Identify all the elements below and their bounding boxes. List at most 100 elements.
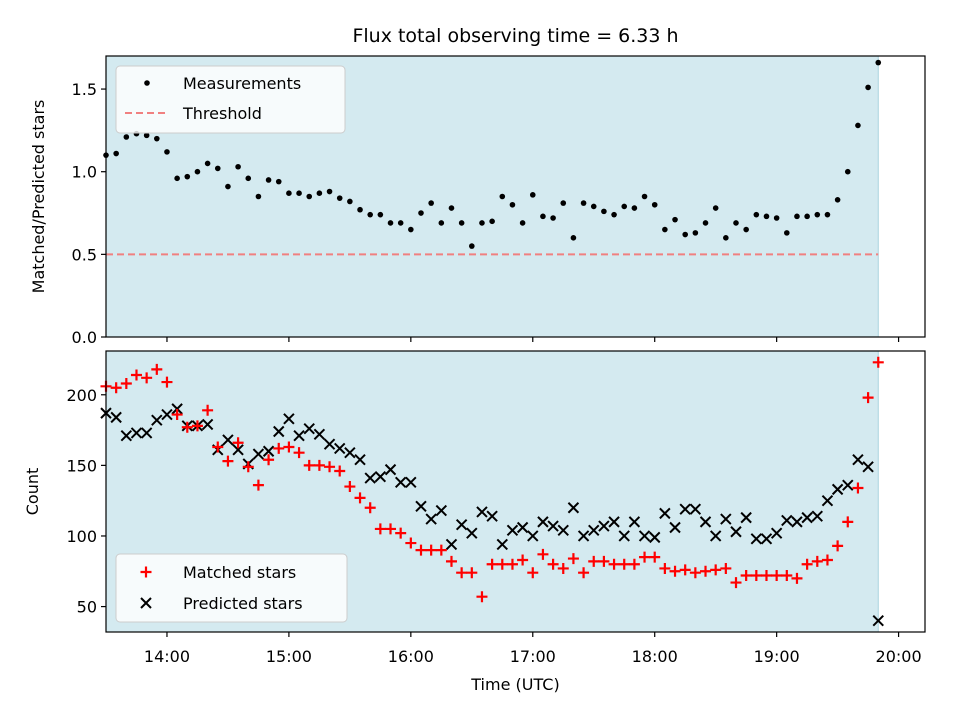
- measurement-point: [347, 198, 353, 205]
- measurement-point: [621, 203, 628, 210]
- legend-measurements-label: Measurements: [183, 74, 301, 93]
- predicted-stars-point: [334, 442, 346, 455]
- matched-stars-point: [476, 591, 488, 603]
- matched-stars-point: [283, 441, 295, 453]
- predicted-stars-point: [222, 434, 234, 446]
- matched-stars-point: [110, 382, 122, 394]
- matched-stars-point: [171, 409, 183, 421]
- measurement-point: [164, 149, 170, 155]
- matched-stars-point: [832, 540, 844, 552]
- x-axis-label: Time (UTC): [470, 675, 559, 694]
- predicted-stars-point: [577, 530, 590, 542]
- predicted-stars-point: [638, 530, 651, 542]
- predicted-stars-point: [669, 521, 681, 534]
- measurement-point: [712, 205, 719, 211]
- predicted-stars-point: [455, 518, 468, 531]
- top-legend: Measurements Threshold: [115, 65, 346, 134]
- predicted-stars-point: [679, 503, 691, 515]
- predicted-stars-point: [486, 510, 498, 522]
- predicted-stars-point: [161, 408, 173, 421]
- predicted-stars-point: [201, 418, 214, 431]
- measurement-point: [113, 150, 119, 157]
- matched-stars-point: [506, 558, 518, 570]
- matched-stars-point: [791, 572, 803, 584]
- matched-stars-point: [435, 544, 447, 556]
- bottom-y-axis-label: Count: [23, 468, 42, 516]
- measurement-point: [784, 230, 790, 236]
- measurement-point: [448, 205, 455, 211]
- predicted-stars-point: [476, 506, 488, 518]
- predicted-stars-point: [344, 446, 356, 459]
- measurement-point: [702, 220, 709, 226]
- matched-stars-point: [842, 516, 854, 528]
- predicted-stars-point: [171, 403, 183, 415]
- predicted-stars-point: [740, 511, 752, 524]
- matched-stars-point: [252, 479, 264, 491]
- legend-threshold-label: Threshold: [182, 104, 262, 123]
- measurement-point: [834, 197, 841, 203]
- measurement-point: [306, 193, 313, 200]
- measurement-point: [550, 215, 556, 221]
- bottom-y-tick-label: 200: [66, 386, 97, 405]
- predicted-stars-point: [649, 531, 661, 544]
- matched-stars-point: [852, 482, 864, 494]
- predicted-stars-point: [852, 454, 864, 466]
- x-tick-label: 20:00: [876, 647, 922, 666]
- predicted-stars-point: [506, 524, 519, 537]
- predicted-stars-point: [283, 413, 295, 425]
- measurement-point: [733, 220, 739, 226]
- matched-stars-point: [334, 465, 346, 477]
- predicted-stars-point: [770, 527, 783, 539]
- top-y-tick-label: 0.0: [72, 328, 97, 347]
- measurement-point: [123, 134, 130, 140]
- predicted-stars-point: [588, 524, 600, 537]
- legend-predicted-symbol: [140, 597, 152, 609]
- predicted-stars-point: [618, 530, 630, 542]
- measurement-point: [367, 211, 373, 218]
- matched-stars-point: [293, 447, 305, 459]
- predicted-stars-point: [689, 503, 702, 515]
- matched-stars-point: [639, 551, 651, 563]
- predicted-stars-point: [709, 530, 722, 542]
- matched-stars-point: [303, 459, 315, 471]
- measurement-point: [408, 226, 414, 233]
- measurement-point: [225, 183, 231, 190]
- measurement-point: [489, 218, 495, 225]
- measurement-point: [286, 190, 292, 196]
- matched-stars-point: [578, 567, 590, 579]
- matched-stars-point: [669, 565, 681, 577]
- matched-stars-point: [222, 455, 234, 467]
- predicted-stars-point: [527, 530, 539, 542]
- matched-stars-point: [537, 548, 549, 560]
- measurement-point: [763, 213, 770, 220]
- top-axes-frame: [105, 55, 926, 338]
- matched-stars-point: [120, 377, 132, 389]
- bottom-x-ticks: 14:00 15:00 16:00 17:00 18:00 19:00 20:00: [144, 632, 922, 666]
- matched-stars-point: [730, 577, 742, 589]
- predicted-stars-point: [720, 513, 732, 525]
- measurement-point: [743, 226, 749, 233]
- matched-stars-point: [445, 555, 457, 567]
- matched-stars-point: [324, 461, 336, 473]
- predicted-stars-point: [425, 513, 437, 525]
- measurement-point: [651, 201, 658, 208]
- measurement-point: [336, 195, 343, 201]
- measurement-point: [692, 230, 699, 236]
- measurement-point: [387, 220, 394, 226]
- measurement-point: [479, 220, 485, 226]
- predicted-stars-point: [760, 533, 773, 545]
- bottom-y-tick-label: 150: [66, 456, 97, 475]
- matched-stars-point: [263, 454, 275, 466]
- measurement-point: [844, 168, 851, 175]
- matched-stars-point: [567, 553, 579, 565]
- matched-stars-point: [202, 404, 214, 416]
- matched-stars-point: [608, 558, 620, 570]
- matched-stars-point: [466, 567, 478, 579]
- matched-stars-point: [700, 565, 712, 577]
- predicted-stars-point: [547, 520, 559, 532]
- legend-matched-symbol: [140, 566, 152, 578]
- legend-matched-label: Matched stars: [183, 563, 296, 582]
- measurement-point: [794, 213, 800, 220]
- measurement-point: [540, 213, 546, 220]
- measurement-point: [469, 243, 475, 249]
